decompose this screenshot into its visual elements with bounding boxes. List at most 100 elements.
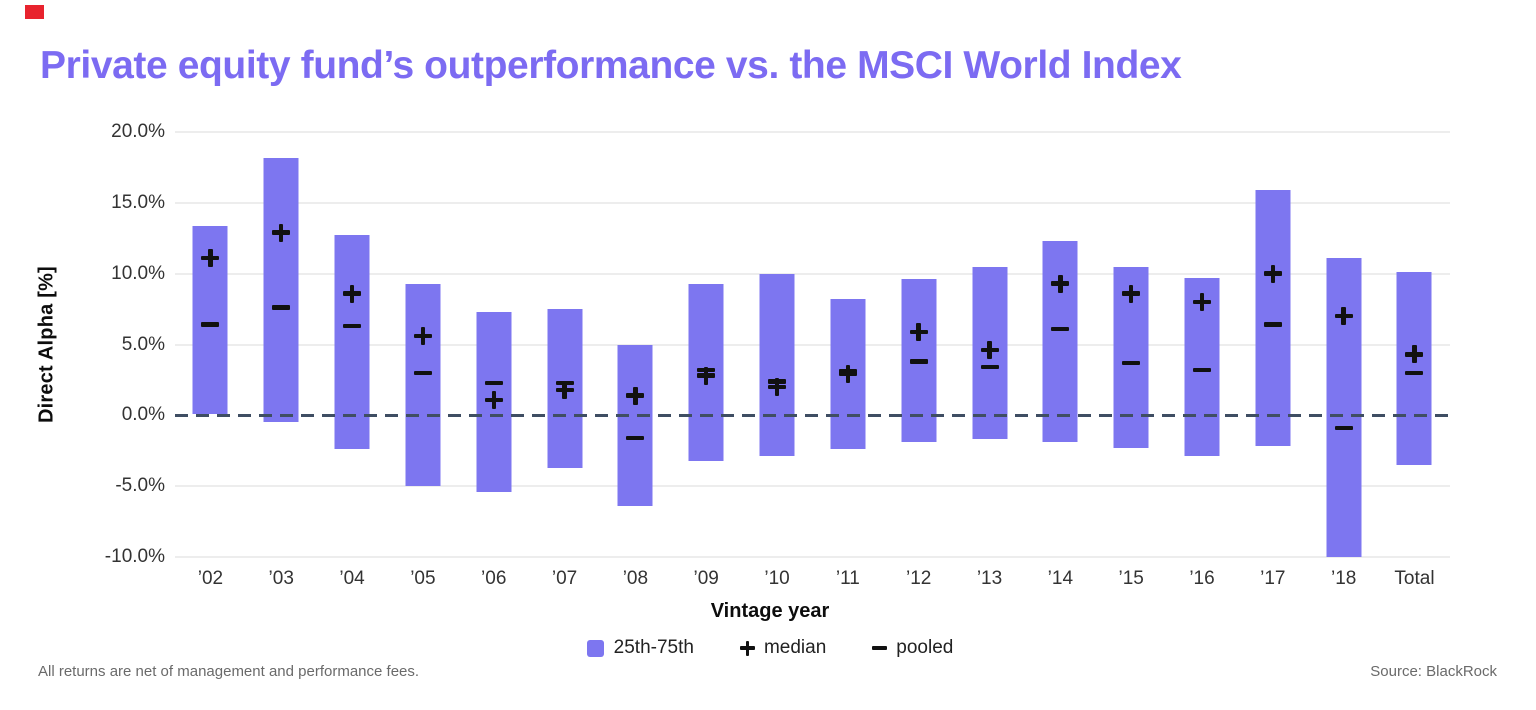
- category-slot-07: ’07: [529, 132, 600, 589]
- x-tick-label-18: ’18: [1330, 568, 1357, 589]
- category-slot-03: ’03: [246, 132, 317, 589]
- gridline: [175, 131, 1450, 133]
- category-slot-14: ’14: [1025, 132, 1096, 589]
- legend-median-plus-icon: [739, 640, 755, 656]
- category-slot-total: Total: [1379, 132, 1450, 589]
- category-slot-11: ’11: [812, 132, 883, 589]
- median-marker-15: [1122, 284, 1141, 303]
- legend-pooled-label: pooled: [896, 637, 954, 658]
- x-tick-label-08: ’08: [622, 568, 649, 589]
- pooled-marker-16: [1193, 367, 1211, 373]
- pooled-marker-15: [1122, 360, 1141, 366]
- gridline: [175, 485, 1450, 488]
- y-axis-ticks: 20.0% 15.0% 10.0% 5.0% 0.0% -5.0% -10.0%: [0, 121, 165, 567]
- category-slot-16: ’16: [1167, 132, 1238, 589]
- legend-pooled-minus-icon: [872, 646, 888, 650]
- median-marker-07: [555, 380, 574, 399]
- x-tick-label-05: ’05: [410, 568, 436, 589]
- y-tick-label-100: -10.0%: [104, 546, 165, 567]
- x-tick-label-15: ’15: [1118, 568, 1144, 589]
- footnote-text: All returns are net of management and pe…: [38, 663, 420, 680]
- category-slot-04: ’04: [317, 132, 388, 589]
- median-marker-14: [1051, 274, 1070, 293]
- median-marker-05: [413, 327, 432, 345]
- percentile-range-bar-total: [1396, 272, 1432, 465]
- x-tick-label-13: ’13: [976, 568, 1003, 589]
- median-marker-06: [484, 390, 503, 409]
- x-tick-label-09: ’09: [693, 568, 719, 589]
- median-marker-total: [1405, 345, 1424, 364]
- x-tick-label-03: ’03: [268, 568, 294, 589]
- category-slot-17: ’17: [1237, 132, 1308, 589]
- category-slot-15: ’15: [1096, 132, 1167, 589]
- median-marker-09: [697, 366, 716, 385]
- legend-range-swatch-icon: [586, 639, 604, 657]
- y-tick-label-50: 5.0%: [121, 333, 165, 355]
- chart-title: Private equity fund’s outperformance vs.…: [40, 44, 1182, 87]
- percentile-range-bar-10: [759, 273, 795, 457]
- pooled-marker-12: [909, 359, 928, 364]
- gridline: [175, 343, 1450, 346]
- percentile-range-bar-17: [1255, 190, 1291, 447]
- category-slot-12: ’12: [883, 132, 954, 589]
- category-slot-06: ’06: [458, 132, 529, 589]
- median-marker-12: [909, 322, 928, 341]
- median-marker-17: [1263, 264, 1282, 283]
- median-marker-03: [272, 223, 291, 242]
- x-tick-label-17: ’17: [1260, 568, 1286, 589]
- median-marker-11: [838, 365, 857, 384]
- x-tick-label-11: ’11: [835, 568, 860, 589]
- category-slot-02: ’02: [175, 132, 246, 589]
- pooled-marker-09: [697, 367, 716, 373]
- median-marker-16: [1193, 293, 1211, 311]
- x-tick-label-07: ’07: [551, 568, 578, 589]
- y-tick-label-50: -5.0%: [115, 475, 165, 497]
- pooled-marker-14: [1051, 326, 1070, 332]
- pooled-marker-13: [980, 364, 999, 370]
- category-slot-13: ’13: [954, 132, 1025, 589]
- pooled-marker-06: [484, 380, 503, 385]
- percentile-range-bar-18: [1326, 258, 1362, 557]
- median-marker-13: [980, 341, 999, 360]
- pooled-marker-18: [1334, 425, 1353, 431]
- percentile-range-bar-05: [405, 283, 441, 487]
- corner-accent-mark: [25, 5, 44, 19]
- x-tick-label-16: ’16: [1189, 568, 1215, 589]
- x-tick-label-total: Total: [1394, 568, 1435, 589]
- median-marker-02: [201, 249, 220, 268]
- x-tick-label-10: ’10: [764, 568, 790, 589]
- legend-median-label: median: [763, 637, 827, 658]
- x-tick-label-14: ’14: [1047, 568, 1074, 589]
- percentile-range-bar-14: [1042, 241, 1078, 443]
- gridline: [175, 272, 1450, 275]
- x-tick-label-06: ’06: [481, 568, 507, 589]
- source-attribution: Source: BlackRock: [1370, 663, 1497, 680]
- x-tick-label-04: ’04: [339, 568, 365, 589]
- pooled-marker-04: [343, 323, 362, 329]
- x-axis-title: Vintage year: [710, 600, 830, 622]
- median-marker-04: [343, 284, 362, 303]
- category-slot-18: ’18: [1308, 132, 1379, 589]
- legend-range-label: 25th-75th: [613, 637, 694, 658]
- pooled-marker-10: [768, 379, 787, 384]
- median-marker-10: [768, 378, 787, 396]
- category-slot-05: ’05: [387, 132, 458, 589]
- pooled-marker-03: [272, 305, 291, 310]
- pooled-marker-total: [1405, 370, 1424, 376]
- median-marker-08: [626, 386, 645, 405]
- percentile-range-bar-03: [263, 157, 299, 423]
- pooled-marker-08: [626, 435, 645, 441]
- pooled-marker-17: [1263, 322, 1282, 327]
- median-marker-18: [1334, 307, 1353, 326]
- pooled-marker-02: [201, 322, 220, 327]
- y-tick-label-00: 0.0%: [121, 404, 165, 426]
- category-slot-10: ’10: [742, 132, 813, 589]
- legend: 25th-75th median pooled: [90, 635, 1450, 661]
- x-tick-label-12: ’12: [906, 568, 932, 589]
- zero-baseline-dashed-line: [175, 413, 1450, 417]
- y-tick-label-100: 10.0%: [111, 262, 165, 284]
- gridline: [175, 556, 1450, 558]
- percentile-range-bar-08: [617, 344, 653, 506]
- y-tick-label-200: 20.0%: [111, 121, 165, 142]
